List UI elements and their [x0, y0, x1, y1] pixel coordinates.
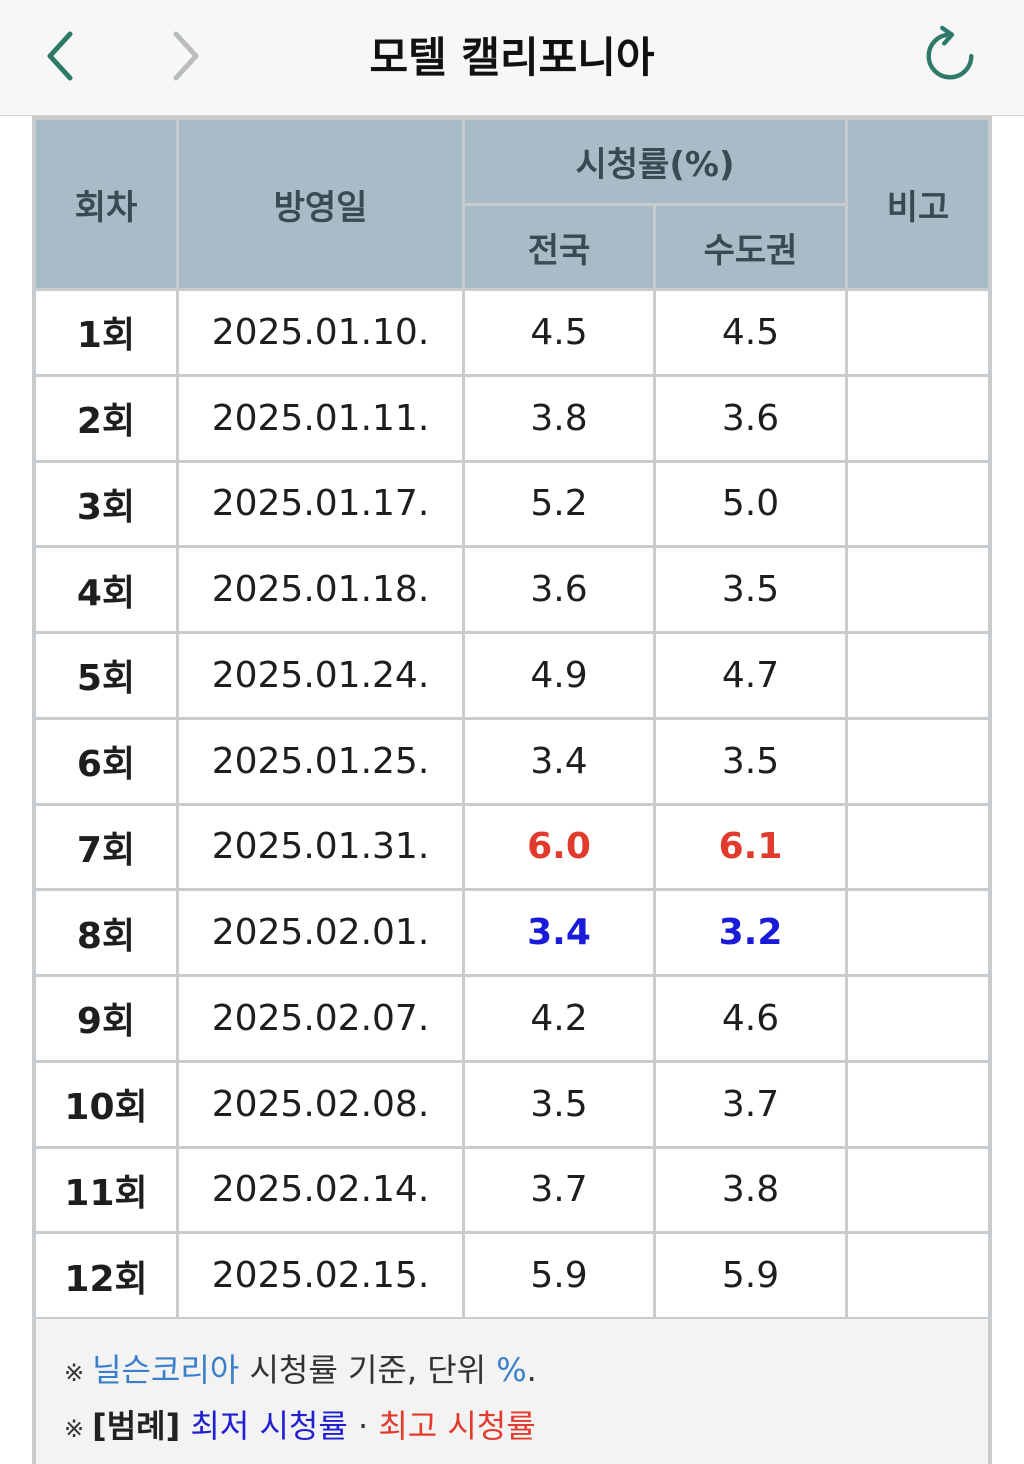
refresh-icon	[926, 25, 974, 80]
legend-highest: 최고 시청률	[378, 1407, 536, 1445]
cell-airdate: 2025.01.18.	[179, 548, 462, 631]
cell-episode: 10회	[36, 1062, 176, 1146]
cell-capital: 3.2	[656, 891, 845, 974]
source-text: 시청률 기준, 단위	[239, 1351, 497, 1389]
cell-capital: 5.9	[656, 1234, 845, 1317]
cell-nationwide: 4.5	[465, 291, 653, 374]
cell-episode: 12회	[36, 1234, 176, 1317]
cell-episode: 1회	[36, 291, 176, 374]
cell-capital: 3.6	[656, 376, 845, 460]
cell-note	[848, 634, 988, 717]
cell-nationwide: 4.2	[465, 977, 653, 1060]
cell-nationwide: 4.9	[465, 634, 653, 717]
cell-nationwide: 3.4	[465, 891, 653, 974]
cell-nationwide: 5.2	[465, 462, 653, 546]
cell-airdate: 2025.02.14.	[179, 1148, 462, 1232]
chevron-left-icon	[47, 31, 73, 81]
refresh-button[interactable]	[920, 25, 980, 86]
cell-episode: 5회	[36, 634, 176, 717]
cell-episode: 2회	[36, 376, 176, 460]
cell-nationwide: 6.0	[465, 805, 653, 889]
cell-capital: 3.5	[656, 548, 845, 631]
cell-episode: 9회	[36, 977, 176, 1060]
header-capital: 수도권	[656, 206, 845, 288]
table-footnote: ※ 닐슨코리아 시청률 기준, 단위 %. ※ [범례] 최저 시청률 · 최고 시…	[36, 1319, 988, 1464]
cell-episode: 11회	[36, 1148, 176, 1232]
legend-separator: ·	[347, 1407, 379, 1445]
cell-airdate: 2025.02.08.	[179, 1062, 462, 1146]
cell-airdate: 2025.02.07.	[179, 977, 462, 1060]
cell-episode: 8회	[36, 891, 176, 974]
cell-capital: 5.0	[656, 462, 845, 546]
cell-nationwide: 3.7	[465, 1148, 653, 1232]
cell-nationwide: 3.4	[465, 719, 653, 803]
cell-airdate: 2025.02.15.	[179, 1234, 462, 1317]
cell-note	[848, 1234, 988, 1317]
cell-capital: 3.5	[656, 719, 845, 803]
note-mark: ※	[64, 1359, 85, 1387]
legend-note: ※ [범례] 최저 시청률 · 최고 시청률	[64, 1401, 536, 1447]
cell-note	[848, 891, 988, 974]
legend-label: [범례]	[92, 1407, 181, 1445]
legend-mark: ※	[64, 1415, 85, 1443]
cell-note	[848, 805, 988, 889]
cell-episode: 4회	[36, 548, 176, 631]
source-note: ※ 닐슨코리아 시청률 기준, 단위 %.	[64, 1345, 537, 1391]
header-note: 비고	[848, 120, 988, 288]
header-airdate: 방영일	[179, 120, 462, 288]
cell-capital: 6.1	[656, 805, 845, 889]
cell-airdate: 2025.01.24.	[179, 634, 462, 717]
cell-note	[848, 719, 988, 803]
cell-note	[848, 376, 988, 460]
cell-nationwide: 3.5	[465, 1062, 653, 1146]
cell-airdate: 2025.01.31.	[179, 805, 462, 889]
legend-lowest: 최저 시청률	[190, 1407, 348, 1445]
cell-note	[848, 1148, 988, 1232]
cell-note	[848, 1062, 988, 1146]
forward-button[interactable]	[156, 26, 216, 86]
page-title: 모텔 캘리포니아	[369, 33, 655, 82]
cell-airdate: 2025.01.17.	[179, 462, 462, 546]
navigation-bar: 모텔 캘리포니아	[0, 0, 1024, 116]
chevron-right-icon	[173, 31, 199, 81]
header-nationwide: 전국	[465, 206, 653, 288]
cell-nationwide: 5.9	[465, 1234, 653, 1317]
unit-tail: .	[526, 1351, 537, 1389]
cell-episode: 3회	[36, 462, 176, 546]
header-episode: 회차	[36, 120, 176, 288]
cell-capital: 4.5	[656, 291, 845, 374]
unit-link[interactable]: %	[496, 1351, 527, 1389]
ratings-table: 회차 방영일 시청률(%) 전국 수도권 비고 1회 2025.01.10. 4.5…	[32, 116, 992, 1464]
cell-capital: 3.7	[656, 1062, 845, 1146]
cell-note	[848, 548, 988, 631]
cell-airdate: 2025.01.10.	[179, 291, 462, 374]
cell-capital: 3.8	[656, 1148, 845, 1232]
cell-airdate: 2025.01.11.	[179, 376, 462, 460]
back-button[interactable]	[30, 26, 90, 86]
cell-airdate: 2025.01.25.	[179, 719, 462, 803]
cell-capital: 4.7	[656, 634, 845, 717]
cell-episode: 6회	[36, 719, 176, 803]
cell-airdate: 2025.02.01.	[179, 891, 462, 974]
source-link[interactable]: 닐슨코리아	[92, 1351, 240, 1389]
cell-episode: 7회	[36, 805, 176, 889]
cell-nationwide: 3.8	[465, 376, 653, 460]
cell-note	[848, 291, 988, 374]
header-rating-group: 시청률(%)	[465, 120, 845, 203]
cell-note	[848, 462, 988, 546]
cell-nationwide: 3.6	[465, 548, 653, 631]
cell-capital: 4.6	[656, 977, 845, 1060]
cell-note	[848, 977, 988, 1060]
